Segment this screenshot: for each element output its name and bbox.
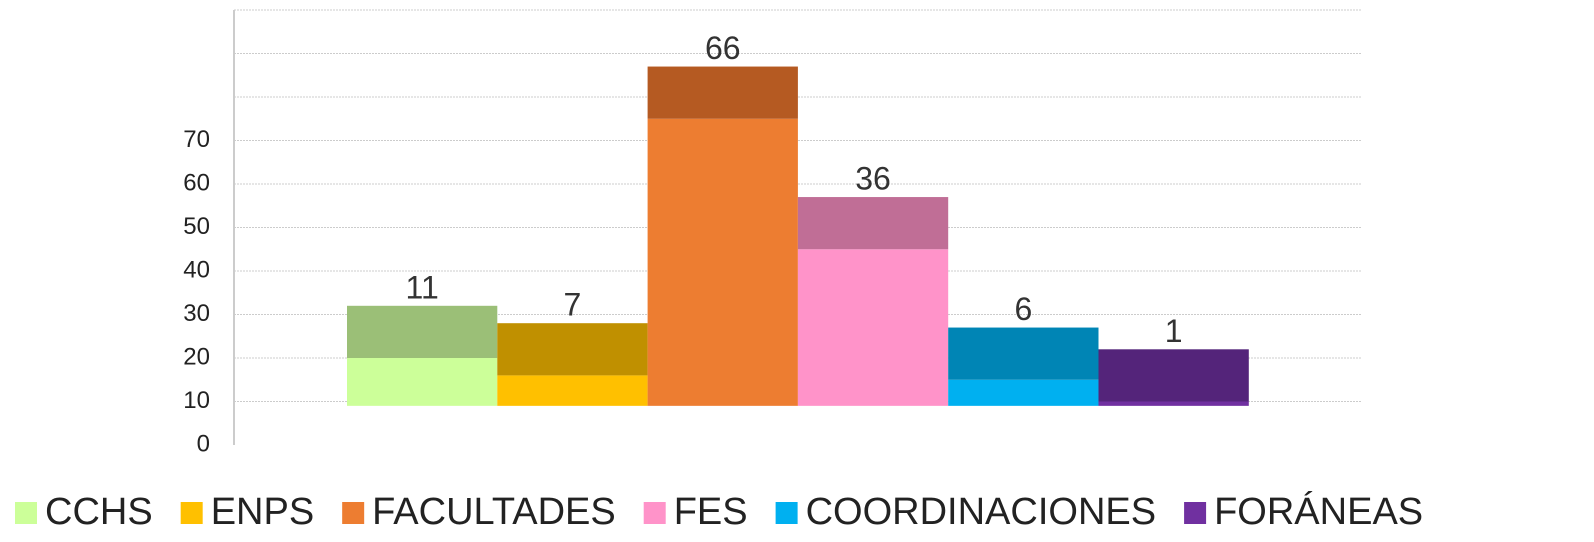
legend-swatch [643, 502, 666, 524]
legend-label: COORDINACIONES [806, 491, 1156, 533]
legend-swatch [775, 502, 798, 524]
bar-front [347, 358, 498, 406]
y-tick-label: 70 [183, 126, 210, 153]
y-tick-label: 40 [183, 256, 210, 283]
data-label: 7 [564, 287, 582, 323]
legend-swatch [180, 502, 203, 524]
data-label: 6 [1014, 291, 1032, 327]
bar-top [1098, 349, 1249, 402]
data-label: 11 [406, 269, 439, 305]
bar-front [647, 118, 798, 406]
bar-top [948, 327, 1099, 380]
data-label: 66 [705, 30, 741, 66]
y-tick-label: 10 [183, 387, 210, 414]
y-tick-label: 20 [183, 343, 210, 370]
legend-label: FORÁNEAS [1214, 490, 1423, 533]
bar-front [497, 375, 648, 406]
bar-top [497, 323, 648, 376]
legend-swatch [1184, 502, 1207, 524]
legend-label: CCHS [45, 491, 153, 533]
legend-swatch [342, 502, 365, 524]
legend-label: FACULTADES [372, 491, 616, 533]
y-tick-label: 50 [183, 213, 210, 240]
bar-top [797, 197, 949, 250]
bar-top [647, 66, 798, 119]
y-tick-label: 30 [183, 300, 210, 327]
legend-label: ENPS [211, 491, 314, 533]
data-label: 1 [1165, 313, 1183, 349]
bar-front [948, 379, 1099, 406]
legend-label: FES [674, 491, 748, 533]
legend-swatch [15, 502, 37, 524]
bar-front [1098, 401, 1249, 406]
bar-top [347, 305, 498, 358]
y-tick-label: 60 [183, 169, 210, 196]
y-tick-label: 0 [197, 430, 210, 457]
data-label: 36 [855, 161, 891, 197]
bar-front [797, 249, 949, 406]
